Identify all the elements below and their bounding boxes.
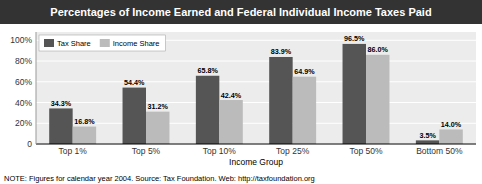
- grid-line: [36, 123, 476, 124]
- grid-line: [36, 81, 476, 82]
- title: Percentages of Income Earned and Federal…: [50, 6, 431, 18]
- bar: [219, 100, 242, 144]
- x-tick-label: Top 50%: [349, 146, 383, 156]
- data-label: 64.9%: [294, 67, 315, 76]
- grid-line: [36, 144, 476, 145]
- data-label: 3.5%: [419, 131, 436, 140]
- y-tick-label: 60%: [15, 77, 32, 87]
- grid-line: [36, 102, 476, 103]
- legend-swatch: [44, 39, 54, 47]
- x-axis-label: Income Group: [229, 157, 283, 167]
- data-label: 31.2%: [148, 102, 169, 111]
- y-axis-line: [36, 32, 37, 144]
- data-label: 16.8%: [74, 117, 95, 126]
- data-label: 54.4%: [124, 78, 145, 87]
- data-label: 96.5%: [344, 34, 365, 43]
- bar: [439, 129, 462, 144]
- grid-line: [36, 61, 476, 62]
- y-tick-label: 40%: [15, 98, 32, 108]
- title-bar: [0, 0, 482, 24]
- bar: [49, 108, 72, 144]
- bar: [343, 44, 366, 144]
- data-label: 83.9%: [271, 47, 292, 56]
- data-label: 42.4%: [221, 91, 242, 100]
- data-label: 65.8%: [197, 66, 218, 75]
- legend-label: Tax Share: [57, 39, 91, 48]
- y-tick-label: 20%: [15, 118, 32, 128]
- legend-frame: [39, 35, 165, 51]
- y-tick-label: 80%: [15, 56, 32, 66]
- bar: [73, 127, 96, 144]
- data-label: 34.3%: [51, 99, 72, 108]
- x-tick-label: Top 1%: [58, 146, 87, 156]
- x-axis-line: [36, 144, 476, 145]
- note: NOTE: Figures for calendar year 2004. So…: [4, 174, 315, 183]
- x-tick-label: Top 25%: [276, 146, 310, 156]
- y-tick-label: 0: [27, 139, 32, 149]
- bar: [416, 140, 439, 144]
- data-label: 86.0%: [368, 45, 389, 54]
- bar: [146, 112, 169, 144]
- legend: Tax Share Income Share: [39, 35, 165, 51]
- y-tick-label: 100%: [10, 35, 32, 45]
- chart: Percentages of Income Earned and Federal…: [0, 0, 482, 184]
- x-tick-label: Top 5%: [132, 146, 161, 156]
- bar: [366, 55, 389, 144]
- x-tick-label: Top 10%: [203, 146, 237, 156]
- bar: [293, 77, 316, 144]
- plot-area: [36, 32, 476, 144]
- bar: [269, 57, 292, 144]
- data-label: 14.0%: [441, 120, 462, 129]
- x-tick-label: Bottom 50%: [416, 146, 463, 156]
- legend-swatch: [100, 39, 110, 47]
- bar: [196, 76, 219, 144]
- legend-label: Income Share: [113, 39, 160, 48]
- bars: [49, 44, 463, 144]
- bar: [123, 88, 146, 144]
